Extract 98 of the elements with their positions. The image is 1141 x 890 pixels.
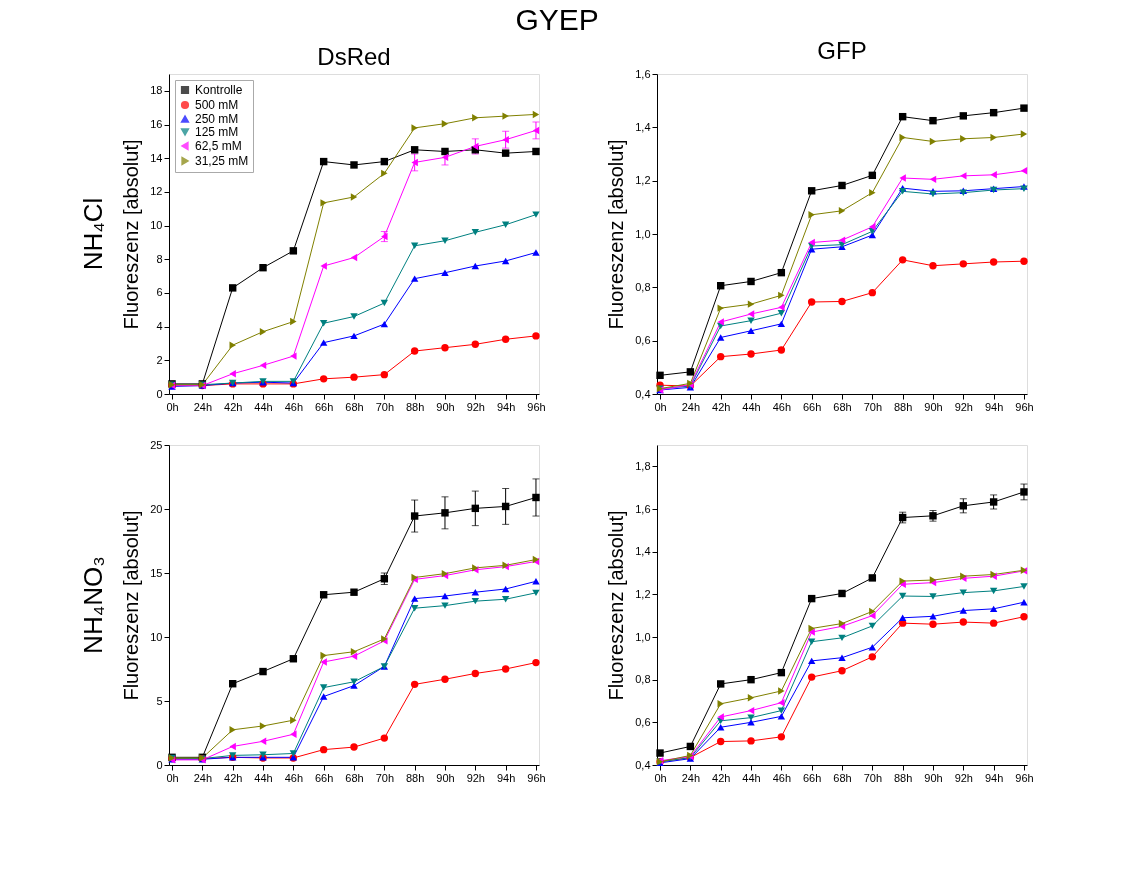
x-tick-label: 92h [466, 400, 485, 413]
x-tick-label: 94h [496, 771, 516, 784]
legend-label: 125 mM [195, 125, 239, 139]
x-tick-label: 90h [924, 771, 943, 784]
x-tick-label: 90h [924, 400, 943, 413]
y-tick-label: 0 [156, 387, 163, 400]
x-tick-label: 46h [284, 400, 304, 413]
y-axis-title: Fluoreszenz [absolut] [120, 139, 143, 330]
x-tick-label: 46h [772, 400, 792, 413]
y-tick-label: 0,8 [635, 280, 651, 293]
y-tick-label: 1,2 [635, 587, 651, 600]
y-tick-label: 10 [150, 630, 163, 643]
y-tick-label: 20 [150, 502, 163, 515]
x-tick-label: 24h [681, 400, 701, 413]
x-tick-label: 92h [954, 771, 973, 784]
x-tick-label: 0h [654, 771, 667, 784]
x-tick-label: 0h [166, 400, 179, 413]
legend-label: 31,25 mM [195, 154, 249, 168]
x-tick-label: 44h [742, 400, 761, 413]
legend-label: 500 mM [195, 98, 239, 112]
x-tick-label: 70h [863, 771, 883, 784]
x-tick-label: 94h [984, 400, 1004, 413]
x-tick-label: 68h [345, 400, 364, 413]
legend-label: 250 mM [195, 112, 239, 126]
y-tick-label: 25 [150, 438, 163, 451]
y-tick-label: 10 [150, 219, 163, 232]
x-tick-label: 24h [193, 400, 213, 413]
text: GYEP [515, 2, 599, 36]
y-tick-label: 2 [156, 353, 163, 366]
y-tick-label: 0,6 [635, 715, 651, 728]
y-tick-label: 14 [150, 151, 163, 164]
x-tick-label: 66h [802, 400, 822, 413]
y-tick-label: 1,2 [635, 174, 651, 187]
y-tick-label: 5 [156, 694, 163, 707]
x-tick-label: 92h [954, 400, 973, 413]
legend-label: 62,5 mM [195, 139, 242, 153]
x-tick-label: 46h [772, 771, 792, 784]
x-tick-label: 88h [405, 771, 425, 784]
y-tick-label: 1,8 [635, 459, 651, 472]
x-tick-label: 88h [893, 771, 913, 784]
y-tick-label: 8 [156, 252, 163, 265]
chart-title: DsRed [317, 43, 391, 70]
x-tick-label: 96h [1015, 400, 1034, 413]
y-axis-title: Fluoreszenz [absolut] [120, 510, 143, 701]
y-tick-label: 1,4 [635, 120, 651, 133]
y-axis-title: Fluoreszenz [absolut] [605, 139, 628, 330]
x-tick-label: 70h [375, 771, 395, 784]
x-tick-label: 70h [863, 400, 883, 413]
x-tick-label: 42h [224, 771, 243, 784]
x-tick-label: 42h [712, 771, 731, 784]
x-tick-label: 94h [984, 771, 1004, 784]
y-tick-label: 0,4 [635, 387, 651, 400]
y-tick-label: 15 [150, 566, 163, 579]
y-tick-label: 1,6 [635, 502, 651, 515]
x-tick-label: 66h [314, 400, 334, 413]
x-tick-label: 44h [254, 771, 273, 784]
y-tick-label: 1,0 [635, 227, 651, 240]
x-tick-label: 92h [466, 771, 485, 784]
x-tick-label: 90h [436, 400, 455, 413]
y-tick-label: 4 [156, 320, 163, 333]
x-tick-label: 88h [893, 400, 913, 413]
text: NH₄Cl [78, 197, 108, 271]
x-tick-label: 88h [405, 400, 425, 413]
y-tick-label: 0 [156, 758, 163, 771]
x-tick-label: 96h [527, 771, 546, 784]
x-tick-label: 68h [833, 400, 852, 413]
x-tick-label: 44h [742, 771, 761, 784]
x-tick-label: 66h [802, 771, 822, 784]
y-tick-label: 1,0 [635, 630, 651, 643]
y-tick-label: 0,8 [635, 673, 651, 686]
x-tick-label: 96h [1015, 771, 1034, 784]
x-tick-label: 42h [712, 400, 731, 413]
x-tick-label: 0h [654, 400, 667, 413]
y-tick-label: 16 [150, 118, 163, 131]
x-tick-label: 96h [527, 400, 546, 413]
y-tick-label: 18 [150, 84, 163, 97]
x-tick-label: 66h [314, 771, 334, 784]
x-tick-label: 44h [254, 400, 273, 413]
y-tick-label: 0,4 [635, 758, 651, 771]
y-tick-label: 12 [150, 185, 163, 198]
y-tick-label: 1,4 [635, 545, 651, 558]
y-tick-label: 6 [156, 286, 163, 299]
x-tick-label: 0h [166, 771, 179, 784]
text: NH₄NO₃ [78, 556, 108, 654]
x-tick-label: 24h [681, 771, 701, 784]
x-tick-label: 46h [284, 771, 304, 784]
y-axis-title: Fluoreszenz [absolut] [605, 510, 628, 701]
x-tick-label: 68h [345, 771, 364, 784]
legend-label: Kontrolle [195, 83, 243, 97]
y-tick-label: 0,6 [635, 334, 651, 347]
x-tick-label: 90h [436, 771, 455, 784]
x-tick-label: 68h [833, 771, 852, 784]
chart-title: GFP [817, 37, 867, 64]
x-tick-label: 94h [496, 400, 516, 413]
x-tick-label: 24h [193, 771, 213, 784]
x-tick-label: 42h [224, 400, 243, 413]
y-tick-label: 1,6 [635, 67, 651, 80]
x-tick-label: 70h [375, 400, 395, 413]
